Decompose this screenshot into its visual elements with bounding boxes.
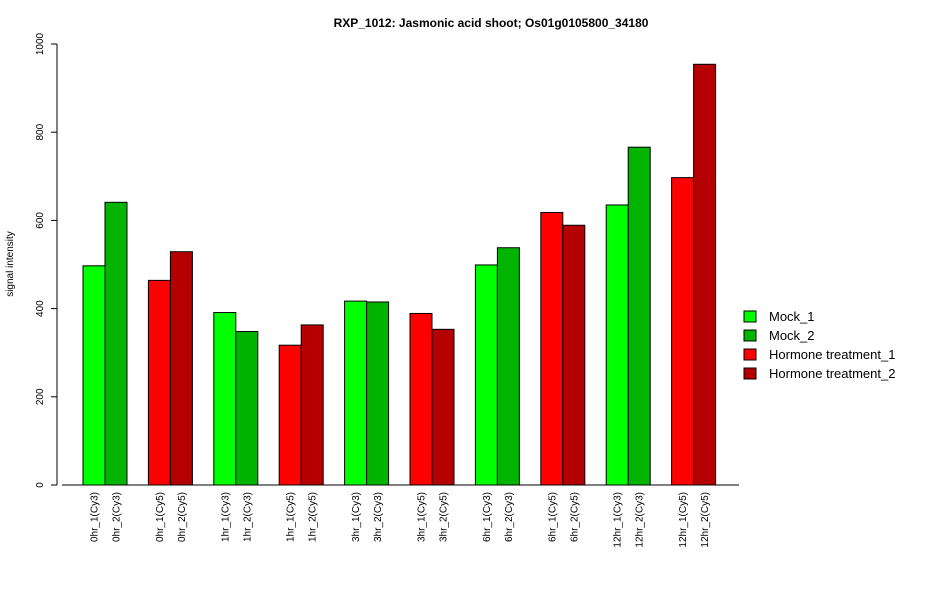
bar bbox=[671, 177, 695, 486]
x-tick-label: 0hr_1(Cy3) bbox=[90, 492, 101, 542]
x-tick-label: 12hr_1(Cy5) bbox=[678, 492, 689, 548]
bar bbox=[496, 247, 520, 486]
legend-label: Hormone treatment_1 bbox=[769, 347, 895, 362]
bars bbox=[82, 63, 717, 486]
legend-label: Hormone treatment_2 bbox=[769, 366, 895, 381]
y-tick-label: 1000 bbox=[35, 32, 46, 55]
x-tick-label: 1hr_1(Cy3) bbox=[220, 492, 231, 542]
y-axis: 0 200 400 600 800 1000 bbox=[35, 32, 58, 488]
bar bbox=[540, 211, 564, 486]
x-tick-label: 6hr_2(Cy5) bbox=[569, 492, 580, 542]
y-tick-label: 0 bbox=[35, 482, 46, 488]
x-tick-label: 3hr_1(Cy3) bbox=[351, 492, 362, 542]
x-tick-label: 3hr_2(Cy3) bbox=[373, 492, 384, 542]
x-tick-label: 6hr_1(Cy5) bbox=[547, 492, 558, 542]
y-tick-label: 600 bbox=[35, 212, 46, 229]
bar bbox=[104, 201, 128, 486]
legend-swatch bbox=[743, 367, 757, 380]
bar bbox=[278, 344, 302, 486]
y-tick-label: 200 bbox=[35, 388, 46, 405]
legend-swatch bbox=[743, 348, 757, 361]
x-tick-label: 12hr_1(Cy3) bbox=[613, 492, 624, 548]
x-tick-label: 6hr_2(Cy3) bbox=[504, 492, 515, 542]
x-tick-label: 1hr_2(Cy5) bbox=[308, 492, 319, 542]
bar bbox=[344, 300, 368, 486]
legend: Mock_1 Mock_2 Hormone treatment_1 Hormone t… bbox=[743, 309, 895, 381]
bar bbox=[366, 301, 390, 486]
legend-label: Mock_2 bbox=[769, 328, 815, 343]
x-tick-label: 0hr_2(Cy5) bbox=[177, 492, 188, 542]
x-tick-label: 6hr_1(Cy3) bbox=[482, 492, 493, 542]
bar bbox=[605, 204, 629, 486]
y-axis-label: signal intensity bbox=[5, 231, 16, 297]
bar bbox=[147, 279, 171, 486]
bar bbox=[82, 265, 106, 486]
x-tick-label: 12hr_2(Cy5) bbox=[700, 492, 711, 548]
legend-swatch bbox=[743, 310, 757, 323]
x-tick-label: 3hr_1(Cy5) bbox=[417, 492, 428, 542]
bar bbox=[627, 146, 651, 486]
y-tick-label: 800 bbox=[35, 123, 46, 140]
bar bbox=[562, 224, 586, 486]
x-tick-label: 0hr_2(Cy3) bbox=[112, 492, 123, 542]
bar bbox=[169, 251, 193, 486]
x-tick-labels: 0hr_1(Cy3) 0hr_2(Cy3) 0hr_1(Cy5) 0hr_2(Cy5)… bbox=[90, 492, 712, 548]
x-tick-label: 3hr_2(Cy5) bbox=[439, 492, 450, 542]
bar bbox=[409, 312, 433, 486]
bar bbox=[693, 63, 717, 486]
x-tick-label: 1hr_1(Cy5) bbox=[286, 492, 297, 542]
x-tick-label: 12hr_2(Cy3) bbox=[635, 492, 646, 548]
chart-title: RXP_1012: Jasmonic acid shoot; Os01g0105… bbox=[334, 16, 649, 30]
legend-label: Mock_1 bbox=[769, 309, 815, 324]
bar bbox=[431, 328, 455, 486]
bar bbox=[235, 331, 259, 486]
bar bbox=[213, 312, 237, 486]
x-tick-label: 0hr_1(Cy5) bbox=[155, 492, 166, 542]
bar bbox=[300, 324, 324, 486]
y-tick-label: 400 bbox=[35, 300, 46, 317]
legend-swatch bbox=[743, 329, 757, 342]
x-tick-label: 1hr_2(Cy3) bbox=[242, 492, 253, 542]
bar bbox=[474, 264, 498, 486]
